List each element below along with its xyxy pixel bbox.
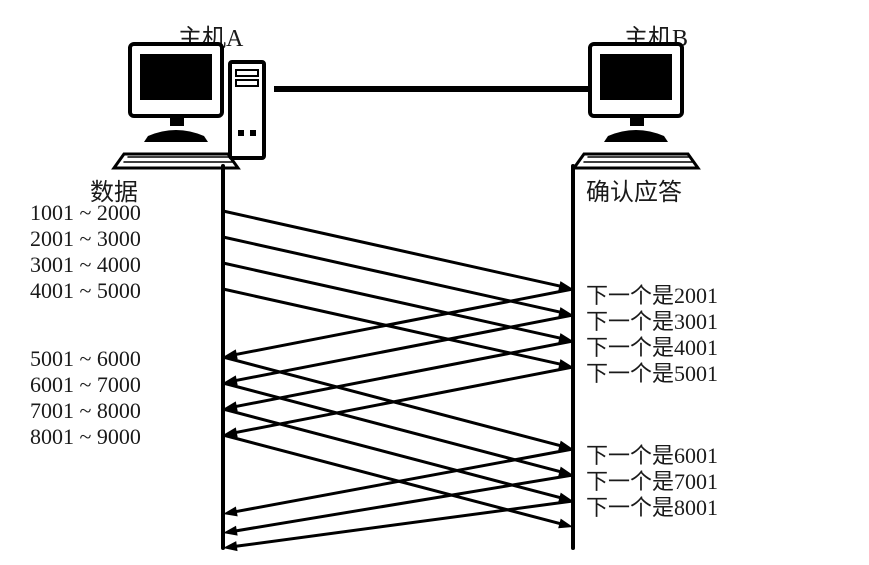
computer-a-icon [114,44,264,168]
message-arrow [223,383,573,476]
message-arrow [223,357,573,450]
sequence-diagram-svg [0,0,869,565]
message-arrow [223,409,573,502]
diagram-container: 主机A 主机B 数据 确认应答 1001 ~ 20002001 ~ 300030… [0,0,869,565]
computer-b-icon [574,44,698,168]
message-arrow [223,211,573,291]
message-arrow [223,367,573,437]
message-arrow [223,501,573,551]
